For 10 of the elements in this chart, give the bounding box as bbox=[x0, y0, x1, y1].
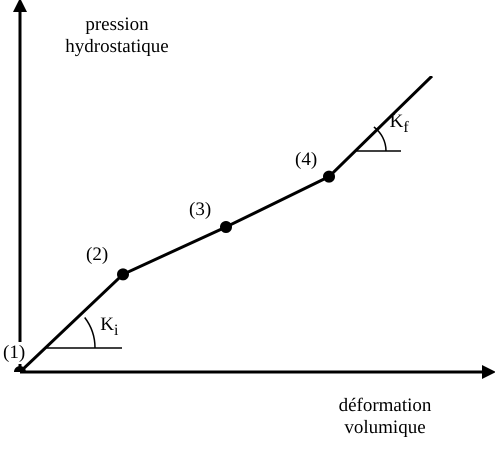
annotation: (2) bbox=[85, 244, 110, 266]
point bbox=[323, 170, 335, 183]
point bbox=[117, 268, 129, 280]
point bbox=[220, 220, 232, 233]
annotation: K$_{i}$ bbox=[100, 314, 118, 340]
annotation: (4) bbox=[294, 148, 318, 170]
y-axis-title: pression hydrostatique bbox=[64, 14, 170, 58]
annotation: (3) bbox=[188, 198, 212, 221]
x-axis-title: déformation volumique bbox=[338, 395, 432, 439]
annotation: (1) bbox=[2, 342, 26, 364]
